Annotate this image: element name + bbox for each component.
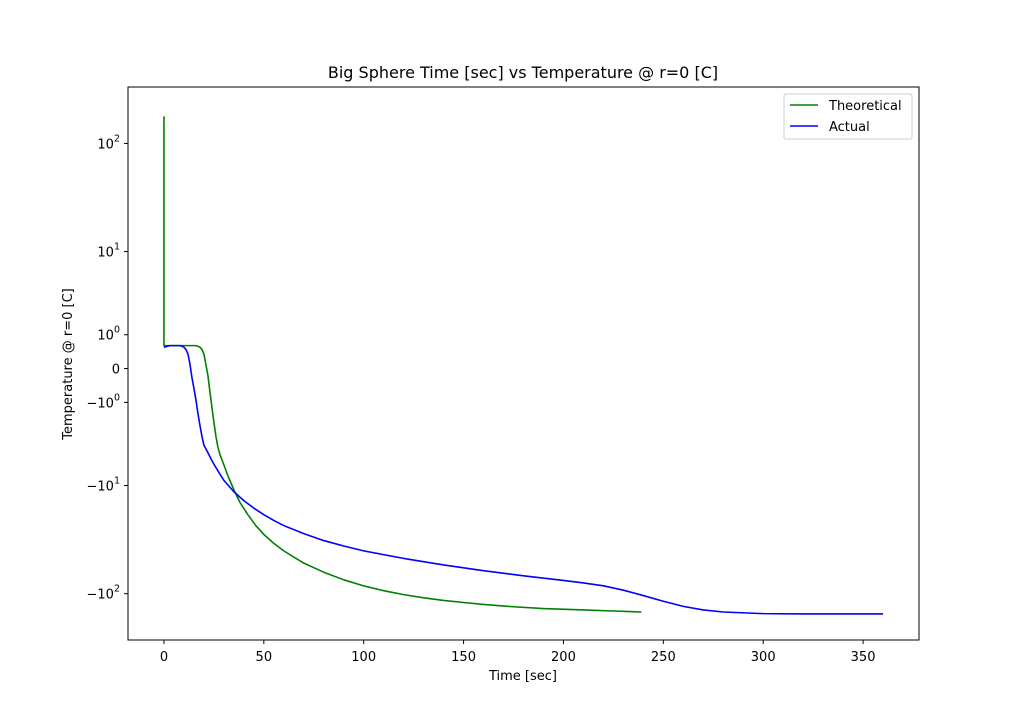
legend: Theoretical Actual [783, 93, 913, 140]
x-tick-label: 150 [451, 650, 476, 665]
x-axis-label: Time [sec] [488, 669, 557, 684]
series-line-theoretical [163, 116, 642, 613]
y-tick-label: −102 [87, 584, 120, 603]
x-tick-label: 200 [551, 650, 576, 665]
plot-frame [127, 86, 920, 641]
y-tick-exponent: 2 [114, 133, 120, 144]
y-tick-label: 101 [97, 242, 120, 261]
y-tick-exponent: 0 [114, 392, 120, 403]
y-tick-base: −10 [87, 588, 114, 603]
y-tick-label: 0 [112, 363, 120, 378]
y-tick-base: −10 [87, 396, 114, 411]
y-tick-label: 102 [97, 133, 120, 152]
legend-label-actual: Actual [829, 120, 870, 135]
series-layer [163, 116, 884, 615]
x-tick-label: 250 [651, 650, 676, 665]
chart-title: Big Sphere Time [sec] vs Temperature @ r… [328, 63, 718, 82]
y-axis-label: Temperature @ r=0 [C] [61, 288, 76, 440]
y-tick-exponent: 2 [114, 584, 120, 595]
y-tick-base: 10 [97, 246, 114, 261]
y-tick-exponent: 1 [114, 242, 120, 253]
y-tick-label: −101 [87, 476, 120, 495]
y-tick-label: −100 [87, 392, 120, 411]
x-tick-label: 50 [256, 650, 273, 665]
series-line-actual [163, 344, 884, 615]
y-tick-exponent: 1 [114, 476, 120, 487]
x-tick-label: 300 [751, 650, 776, 665]
y-tick-base: −10 [87, 480, 114, 495]
legend-label-theoretical: Theoretical [828, 99, 902, 114]
y-tick-base: 10 [97, 329, 114, 344]
y-tick-base: 10 [97, 137, 114, 152]
x-axis: 0 50 100 150 200 250 300 350 [160, 640, 876, 665]
x-tick-label: 100 [351, 650, 376, 665]
x-tick-label: 350 [851, 650, 876, 665]
x-tick-label: 0 [160, 650, 168, 665]
y-tick-label: 100 [97, 325, 120, 344]
y-tick-exponent: 0 [114, 325, 120, 336]
plot-area [127, 86, 920, 641]
